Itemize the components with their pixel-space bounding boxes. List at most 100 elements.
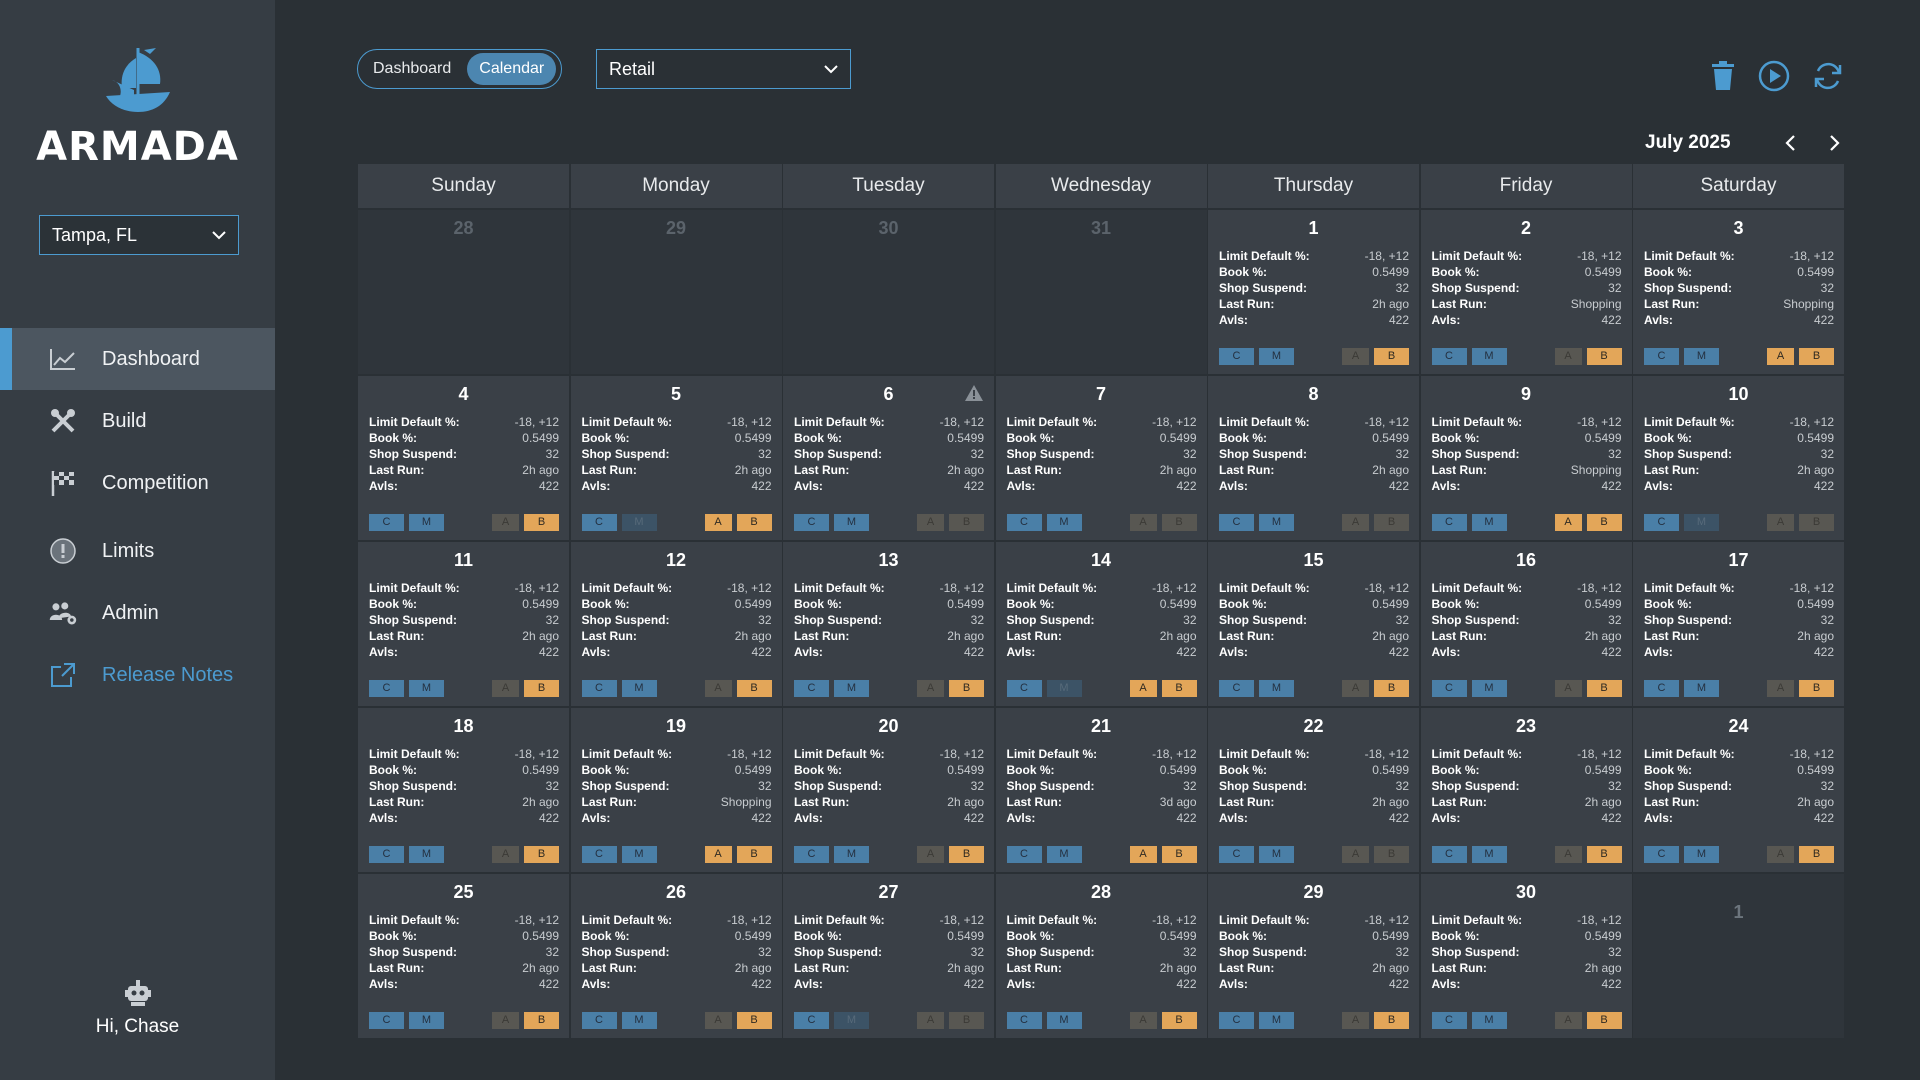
b-button[interactable]: B xyxy=(1374,347,1409,365)
nav-dashboard[interactable]: Dashboard xyxy=(0,328,275,390)
chevron-right-icon[interactable] xyxy=(1824,133,1844,153)
c-button[interactable]: C xyxy=(1644,845,1679,863)
nav-competition[interactable]: Competition xyxy=(0,452,275,514)
m-button[interactable]: M xyxy=(1046,1011,1082,1029)
toggle-dashboard[interactable]: Dashboard xyxy=(373,60,452,77)
c-button[interactable]: C xyxy=(369,679,404,697)
c-button[interactable]: C xyxy=(1219,347,1254,365)
m-button[interactable]: M xyxy=(409,679,444,697)
calendar-day-cell[interactable]: 23 Limit Default %: -18, +12 Book %: 0.5499 S… xyxy=(1420,708,1632,872)
c-button[interactable]: C xyxy=(1431,347,1467,365)
a-button[interactable]: A xyxy=(917,1011,944,1029)
calendar-day-cell[interactable]: 24 Limit Default %: -18, +12 Book %: 0.5499 S… xyxy=(1633,708,1844,872)
calendar-day-cell[interactable]: 1 Limit Default %: -18, +12 Book %: 0.5499 Sh… xyxy=(1208,210,1419,374)
m-button[interactable]: M xyxy=(834,845,869,863)
a-button[interactable]: A xyxy=(1767,679,1794,697)
m-button[interactable]: M xyxy=(834,1011,869,1029)
c-button[interactable]: C xyxy=(369,845,404,863)
m-button[interactable]: M xyxy=(1684,347,1719,365)
calendar-day-cell[interactable]: 13 Limit Default %: -18, +12 Book %: 0.5499 S… xyxy=(783,542,994,706)
nav-admin[interactable]: Admin xyxy=(0,582,275,644)
calendar-day-cell[interactable]: 29 Limit Default %: -18, +12 Book %: 0.5499 S… xyxy=(1208,874,1419,1038)
calendar-day-cell[interactable]: 14 Limit Default %: -18, +12 Book %: 0.5499 S… xyxy=(995,542,1207,706)
m-button[interactable]: M xyxy=(621,1011,657,1029)
play-icon[interactable] xyxy=(1758,60,1790,92)
calendar-day-cell[interactable]: 22 Limit Default %: -18, +12 Book %: 0.5499 S… xyxy=(1208,708,1419,872)
c-button[interactable]: C xyxy=(581,513,617,531)
m-button[interactable]: M xyxy=(409,513,444,531)
c-button[interactable]: C xyxy=(1219,845,1254,863)
calendar-day-cell[interactable]: 3 Limit Default %: -18, +12 Book %: 0.5499 Sh… xyxy=(1633,210,1844,374)
a-button[interactable]: A xyxy=(1342,513,1369,531)
b-button[interactable]: B xyxy=(1586,679,1622,697)
c-button[interactable]: C xyxy=(1431,513,1467,531)
c-button[interactable]: C xyxy=(794,679,829,697)
b-button[interactable]: B xyxy=(524,513,559,531)
b-button[interactable]: B xyxy=(1161,513,1197,531)
c-button[interactable]: C xyxy=(1219,513,1254,531)
m-button[interactable]: M xyxy=(1471,513,1507,531)
m-button[interactable]: M xyxy=(1259,347,1294,365)
b-button[interactable]: B xyxy=(1799,347,1834,365)
m-button[interactable]: M xyxy=(1046,845,1082,863)
c-button[interactable]: C xyxy=(581,679,617,697)
calendar-day-cell[interactable]: 28 Limit Default %: -18, +12 Book %: 0.5499 S… xyxy=(995,874,1207,1038)
b-button[interactable]: B xyxy=(949,679,984,697)
b-button[interactable]: B xyxy=(524,1011,559,1029)
b-button[interactable]: B xyxy=(1374,513,1409,531)
a-button[interactable]: A xyxy=(704,1011,732,1029)
m-button[interactable]: M xyxy=(1259,513,1294,531)
calendar-day-cell[interactable]: 4 Limit Default %: -18, +12 Book %: 0.5499 Sh… xyxy=(358,376,569,540)
calendar-day-cell[interactable]: 2 Limit Default %: -18, +12 Book %: 0.5499 Sh… xyxy=(1420,210,1632,374)
a-button[interactable]: A xyxy=(492,1011,519,1029)
m-button[interactable]: M xyxy=(409,1011,444,1029)
a-button[interactable]: A xyxy=(1342,845,1369,863)
calendar-day-cell[interactable]: 8 Limit Default %: -18, +12 Book %: 0.5499 Sh… xyxy=(1208,376,1419,540)
c-button[interactable]: C xyxy=(1644,347,1679,365)
a-button[interactable]: A xyxy=(1554,845,1582,863)
c-button[interactable]: C xyxy=(794,513,829,531)
b-button[interactable]: B xyxy=(1586,845,1622,863)
m-button[interactable]: M xyxy=(1046,513,1082,531)
a-button[interactable]: A xyxy=(1129,513,1157,531)
c-button[interactable]: C xyxy=(1431,1011,1467,1029)
nav-release-notes[interactable]: Release Notes xyxy=(0,644,275,706)
a-button[interactable]: A xyxy=(1342,679,1369,697)
c-button[interactable]: C xyxy=(369,513,404,531)
toggle-calendar[interactable]: Calendar xyxy=(467,53,557,85)
chevron-left-icon[interactable] xyxy=(1781,133,1801,153)
calendar-day-cell[interactable]: 21 Limit Default %: -18, +12 Book %: 0.5499 S… xyxy=(995,708,1207,872)
c-button[interactable]: C xyxy=(794,1011,829,1029)
calendar-day-cell[interactable]: 11 Limit Default %: -18, +12 Book %: 0.5499 S… xyxy=(358,542,569,706)
a-button[interactable]: A xyxy=(1767,347,1794,365)
calendar-day-cell[interactable]: 6 Limit Default %: -18, +12 Book %: 0.5499 Sh… xyxy=(783,376,994,540)
b-button[interactable]: B xyxy=(1586,347,1622,365)
a-button[interactable]: A xyxy=(1554,513,1582,531)
a-button[interactable]: A xyxy=(1554,347,1582,365)
b-button[interactable]: B xyxy=(1799,845,1834,863)
a-button[interactable]: A xyxy=(1342,1011,1369,1029)
location-select[interactable]: Tampa, FL xyxy=(39,215,239,255)
m-button[interactable]: M xyxy=(621,845,657,863)
b-button[interactable]: B xyxy=(524,845,559,863)
b-button[interactable]: B xyxy=(1161,845,1197,863)
calendar-day-cell[interactable]: 27 Limit Default %: -18, +12 Book %: 0.5499 S… xyxy=(783,874,994,1038)
a-button[interactable]: A xyxy=(1767,513,1794,531)
m-button[interactable]: M xyxy=(1046,679,1082,697)
calendar-day-cell[interactable]: 20 Limit Default %: -18, +12 Book %: 0.5499 S… xyxy=(783,708,994,872)
a-button[interactable]: A xyxy=(1342,347,1369,365)
b-button[interactable]: B xyxy=(1161,679,1197,697)
a-button[interactable]: A xyxy=(1129,679,1157,697)
m-button[interactable]: M xyxy=(1471,1011,1507,1029)
b-button[interactable]: B xyxy=(949,845,984,863)
a-button[interactable]: A xyxy=(1554,679,1582,697)
m-button[interactable]: M xyxy=(1471,347,1507,365)
a-button[interactable]: A xyxy=(704,679,732,697)
m-button[interactable]: M xyxy=(834,513,869,531)
b-button[interactable]: B xyxy=(736,679,772,697)
b-button[interactable]: B xyxy=(1586,1011,1622,1029)
c-button[interactable]: C xyxy=(369,1011,404,1029)
b-button[interactable]: B xyxy=(1161,1011,1197,1029)
calendar-day-cell[interactable]: 26 Limit Default %: -18, +12 Book %: 0.5499 S… xyxy=(570,874,782,1038)
a-button[interactable]: A xyxy=(1129,845,1157,863)
